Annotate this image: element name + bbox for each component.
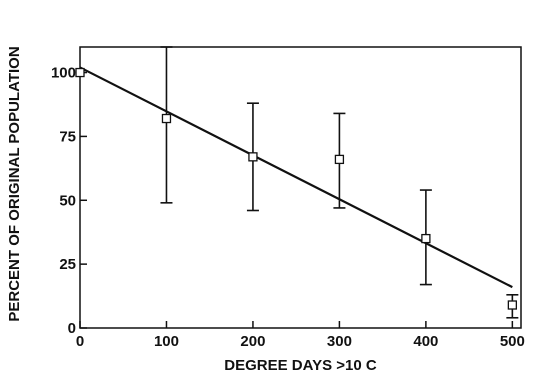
error-bars [160, 46, 519, 319]
data-point [507, 300, 518, 310]
plot-frame [79, 46, 522, 329]
y-tick-label: 50 [59, 192, 76, 209]
axis-ticks [79, 71, 514, 329]
y-tick-label: 75 [59, 128, 76, 145]
data-point [334, 154, 345, 165]
y-axis-label: PERCENT OF ORIGINAL POPULATION [6, 46, 23, 321]
y-tick-label: 25 [59, 256, 76, 273]
data-point [161, 113, 172, 124]
data-point [421, 233, 431, 244]
y-tick-label: 0 [68, 320, 76, 337]
regression-line [79, 66, 513, 289]
x-tick-label: 0 [76, 333, 84, 350]
y-tick-labels: 0 25 50 75 100 [51, 65, 76, 337]
data-point [75, 67, 85, 78]
x-tick-label: 300 [327, 333, 352, 350]
data-points [75, 67, 518, 310]
x-tick-label: 200 [240, 333, 265, 350]
x-axis-label: DEGREE DAYS >10 C [224, 357, 377, 374]
x-tick-label: 500 [500, 333, 525, 350]
data-point [248, 152, 258, 162]
y-tick-label: 100 [51, 65, 76, 82]
x-tick-label: 400 [413, 333, 438, 350]
x-tick-labels: 0 100 200 300 400 500 [76, 333, 525, 350]
x-tick-label: 100 [154, 333, 179, 350]
